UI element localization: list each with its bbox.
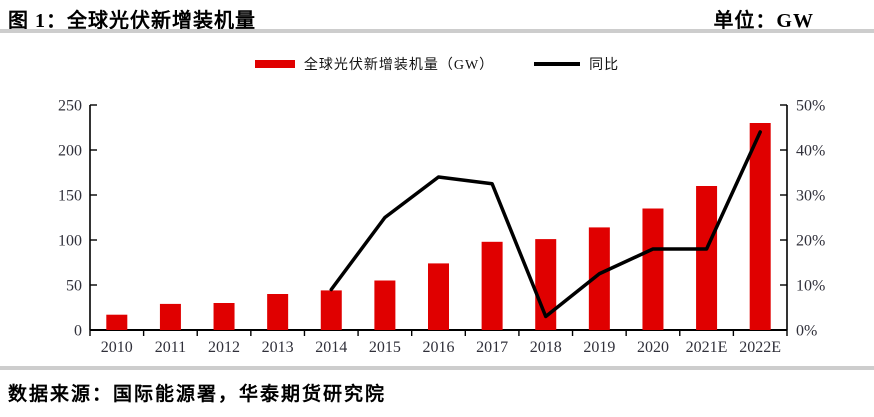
- legend-line-swatch: [534, 62, 581, 66]
- legend-item-yoy: 同比: [534, 54, 619, 74]
- y-axis-left-tick-label: 100: [58, 233, 82, 250]
- y-axis-left-tick-label: 200: [58, 143, 82, 160]
- title-divider: [0, 29, 874, 33]
- legend-installed-label: 全球光伏新增装机量（GW）: [303, 58, 495, 73]
- bar-2019: [588, 227, 610, 330]
- y-axis-right-tick-label: 20%: [796, 233, 825, 250]
- y-axis-right-tick-label: 40%: [796, 143, 825, 160]
- y-axis-left-tick-label: 50: [66, 278, 82, 295]
- x-axis-category-label: 2014: [315, 339, 347, 356]
- x-axis-category-label: 2013: [262, 339, 294, 356]
- legend-item-installed: 全球光伏新增装机量（GW）: [254, 54, 495, 74]
- bar-2022E: [749, 123, 771, 330]
- bar-2012: [213, 303, 235, 330]
- legend-bar-swatch: [254, 60, 295, 68]
- bar-2020: [642, 208, 664, 330]
- x-axis-category-label: 2020: [637, 339, 669, 356]
- bar-2021E: [696, 186, 718, 330]
- x-axis-category-label: 2019: [583, 339, 615, 356]
- chart-svg: 0 50 100 150 200 250 0% 10% 20% 30% 40% 50% 2010 2011…: [58, 98, 825, 357]
- bar-2017: [481, 241, 503, 330]
- chart-area: 0 50 100 150 200 250 0% 10% 20% 30% 40% 50% 2010 2011…: [0, 88, 874, 360]
- x-axis-category-label: 2016: [423, 339, 455, 356]
- x-axis-category-label: 2011: [155, 339, 186, 356]
- y-axis-right-tick-label: 0%: [796, 323, 817, 340]
- x-axis-category-label: 2010: [101, 339, 133, 356]
- y-axis-left-tick-label: 150: [58, 188, 82, 205]
- y-axis-right-tick-label: 30%: [796, 188, 825, 205]
- x-axis-category-label: 2015: [369, 339, 401, 356]
- y-axis-left-tick-label: 250: [58, 98, 82, 115]
- bar-2016: [428, 263, 449, 330]
- x-axis-category-label: 2017: [476, 339, 508, 356]
- bar-2013: [267, 294, 289, 330]
- x-axis-category-label: 2018: [530, 339, 562, 356]
- x-axis-category-label: 2022E: [739, 339, 781, 356]
- y-axis-right-tick-label: 50%: [796, 98, 825, 115]
- chart-legend: 全球光伏新增装机量（GW） 同比: [0, 54, 874, 74]
- bar-2010: [106, 314, 128, 330]
- bar-2011: [159, 303, 181, 330]
- y-axis-right-tick-label: 10%: [796, 278, 825, 295]
- y-axis-left-tick-label: 0: [74, 323, 82, 340]
- figure-title: 图 1：全球光伏新增装机量: [8, 10, 256, 32]
- bar-2014: [320, 290, 342, 330]
- yoy-line: [329, 130, 762, 319]
- x-axis-category-label: 2012: [208, 339, 240, 356]
- data-source: 数据来源：国际能源署，华泰期货研究院: [8, 384, 387, 405]
- bar-2015: [374, 280, 396, 330]
- footer-divider: [0, 366, 874, 370]
- unit-label: 单位：GW: [713, 10, 814, 32]
- x-axis-category-label: 2021E: [686, 339, 728, 356]
- legend-yoy-label: 同比: [589, 58, 620, 73]
